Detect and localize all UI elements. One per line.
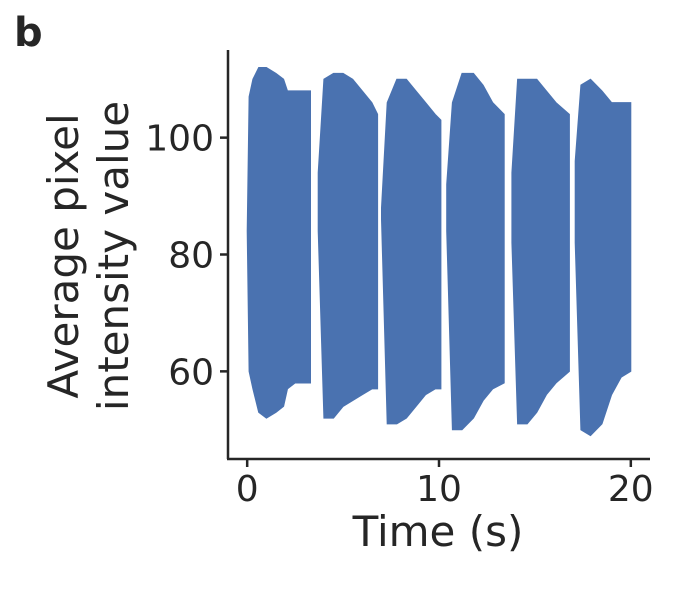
y-tick-label: 100: [145, 119, 214, 160]
y-axis-title: Average pixel intensity value: [39, 101, 138, 411]
y-tick-label: 60: [168, 352, 214, 393]
signal-burst-6: [574, 78, 632, 437]
signal-burst-1: [246, 67, 311, 419]
plot-area: [246, 67, 632, 437]
y-axis-title-line-1: Average pixel: [39, 113, 88, 398]
signal-burst-2: [317, 72, 379, 419]
y-tick-label: 80: [168, 236, 214, 277]
signal-burst-3: [381, 78, 442, 425]
x-axis-title: Time (s): [352, 507, 524, 556]
panel-label: b: [14, 10, 43, 56]
x-tick-label: 20: [608, 469, 654, 510]
y-axis-title-line-2: intensity value: [89, 101, 138, 411]
signal-burst-5: [511, 78, 570, 425]
y-ticks: 60 80 100: [145, 119, 228, 393]
x-ticks: 0 10 20: [236, 459, 654, 510]
x-tick-label: 10: [416, 469, 462, 510]
x-tick-label: 0: [236, 469, 259, 510]
signal-burst-4: [446, 72, 505, 431]
